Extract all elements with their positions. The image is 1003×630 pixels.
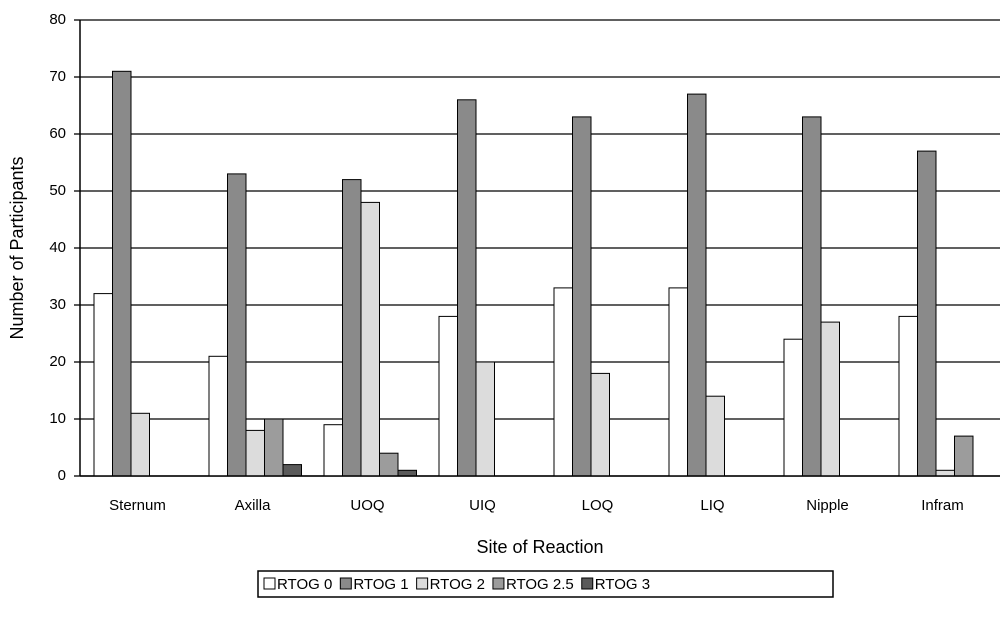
x-tick-label: Infram [921,497,964,514]
y-tick-label: 60 [49,125,66,142]
bar [227,173,247,477]
bar [112,70,132,477]
bar [130,412,150,477]
y-tick-label: 30 [49,296,66,313]
bar [93,293,113,477]
bar [342,179,362,477]
x-tick-label: UOQ [350,497,384,514]
bar [282,464,302,477]
legend-box [257,570,834,598]
x-tick-label: Nipple [806,497,849,514]
x-axis-title: Site of Reaction [476,537,603,557]
bar [264,418,284,477]
bar [898,315,918,477]
bar [917,150,937,477]
bar [954,435,974,477]
legend-swatch [339,577,352,590]
bar [245,429,265,477]
bar [820,321,840,477]
x-tick-label: Sternum [109,497,166,514]
x-tick-label: Axilla [235,497,272,514]
legend-label: RTOG 1 [353,576,408,593]
x-tick-label: LOQ [582,497,614,514]
y-tick-label: 80 [49,11,66,28]
bar [590,372,610,477]
legend-swatch [416,577,429,590]
bar [457,99,477,477]
legend-label: RTOG 2.5 [506,576,574,593]
legend-swatch [492,577,505,590]
bar [668,287,688,477]
y-tick-label: 10 [49,410,66,427]
y-tick-label: 0 [58,467,66,484]
legend-label: RTOG 2 [430,576,485,593]
y-tick-label: 40 [49,239,66,256]
y-tick-label: 70 [49,68,66,85]
bar [438,315,458,477]
y-tick-label: 50 [49,182,66,199]
legend-swatch [581,577,594,590]
bar [208,355,228,477]
bar [360,201,380,477]
bar [935,469,955,477]
bar [687,93,707,477]
legend-label: RTOG 3 [595,576,650,593]
bar [379,452,399,477]
bar [475,361,495,477]
bar [572,116,592,477]
bar [802,116,822,477]
y-tick-label: 20 [49,353,66,370]
bar [323,424,343,477]
bar [783,338,803,477]
legend-label: RTOG 0 [277,576,332,593]
x-tick-label: LIQ [700,497,724,514]
bar [705,395,725,477]
legend-swatch [263,577,276,590]
y-axis-title: Number of Participants [7,156,27,339]
bar [553,287,573,477]
bar [397,469,417,477]
x-tick-label: UIQ [469,497,496,514]
